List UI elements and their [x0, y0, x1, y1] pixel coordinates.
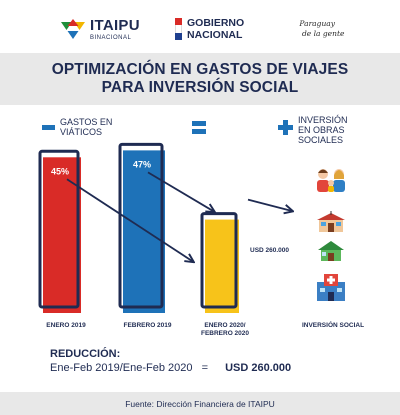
social-label: INVERSIÓN SOCIAL: [301, 322, 365, 329]
flag-icon: [175, 18, 182, 40]
itaipu-logo: ITAIPU BINACIONAL: [60, 12, 140, 46]
minus-sign-icon: [42, 125, 55, 130]
arrow-to-social: [247, 198, 292, 211]
plus-label-line-1: INVERSIÓN: [298, 115, 348, 125]
bar-chart: 45% 47%: [38, 142, 400, 313]
bar-0: [43, 157, 81, 313]
reduction-title: REDUCCIÓN:: [50, 348, 121, 360]
data-label-0: 45%: [51, 166, 69, 176]
bar-outline-1: [118, 142, 164, 309]
plus-label-line-3: SOCIALES: [298, 134, 344, 145]
house-icon: [318, 241, 344, 261]
bar-outline-0: [38, 149, 80, 309]
arrow-jan-to-2020: [66, 178, 193, 261]
minus-label-line-1: GASTOS EN: [60, 117, 113, 127]
gobierno-logo-line1: GOBIERNO: [187, 16, 245, 29]
itaipu-mark-icon: [61, 19, 85, 39]
gobierno-logo-line2: NACIONAL: [187, 29, 243, 41]
family-icon: [317, 169, 345, 192]
x-tick-label-1: FEBRERO 2019: [123, 322, 172, 329]
reduction-line: Ene-Feb 2019/Ene-Feb 2020 = USD 260.000: [50, 362, 291, 374]
plus-label: INVERSIÓN EN OBRAS SOCIALES: [298, 115, 348, 146]
arrow-feb-to-2020: [147, 171, 214, 211]
plus-label-line-2: EN OBRAS: [298, 124, 345, 135]
equals-sign-icon: [192, 121, 206, 134]
bar-2: [205, 219, 239, 313]
plus-sign-icon: [278, 120, 293, 135]
itaipu-logo-name: ITAIPU: [90, 16, 140, 34]
school-icon: [317, 211, 345, 232]
paraguay-logo-line2: de la gente: [302, 29, 345, 38]
title-line-1: OPTIMIZACIÓN EN GASTOS DE VIAJES: [51, 60, 349, 78]
bar-outline-2: [200, 212, 238, 309]
title-band: OPTIMIZACIÓN EN GASTOS DE VIAJES PARA IN…: [0, 53, 400, 105]
paraguay-de-la-gente-logo: Paraguay de la gente: [290, 12, 344, 46]
title-line-2: PARA INVERSIÓN SOCIAL: [101, 79, 299, 96]
x-tick-label-0: ENERO 2019: [46, 322, 86, 329]
bar-1: [123, 150, 165, 313]
reduction-equals: =: [201, 362, 208, 374]
minus-label: GASTOS EN VIÁTICOS: [60, 117, 113, 138]
x-tick-label-2: ENERO 2020/ FEBRERO 2020: [200, 322, 250, 337]
data-label-1: 47%: [133, 159, 151, 169]
itaipu-logo-sub: BINACIONAL: [90, 34, 132, 41]
reduction-amount: USD 260.000: [225, 362, 292, 374]
footer-source: Fuente: Dirección Financiera de ITAIPU: [125, 398, 275, 409]
gobierno-nacional-logo: GOBIERNO NACIONAL: [175, 12, 244, 46]
reduction-period: Ene-Feb 2019/Ene-Feb 2020: [50, 362, 193, 374]
paraguay-logo-line1: Paraguay: [299, 18, 335, 28]
hospital-icon: [317, 274, 345, 301]
saving-label: USD 260.000: [250, 247, 290, 254]
minus-label-line-2: VIÁTICOS: [60, 126, 103, 137]
footer: Fuente: Dirección Financiera de ITAIPU: [0, 392, 400, 415]
